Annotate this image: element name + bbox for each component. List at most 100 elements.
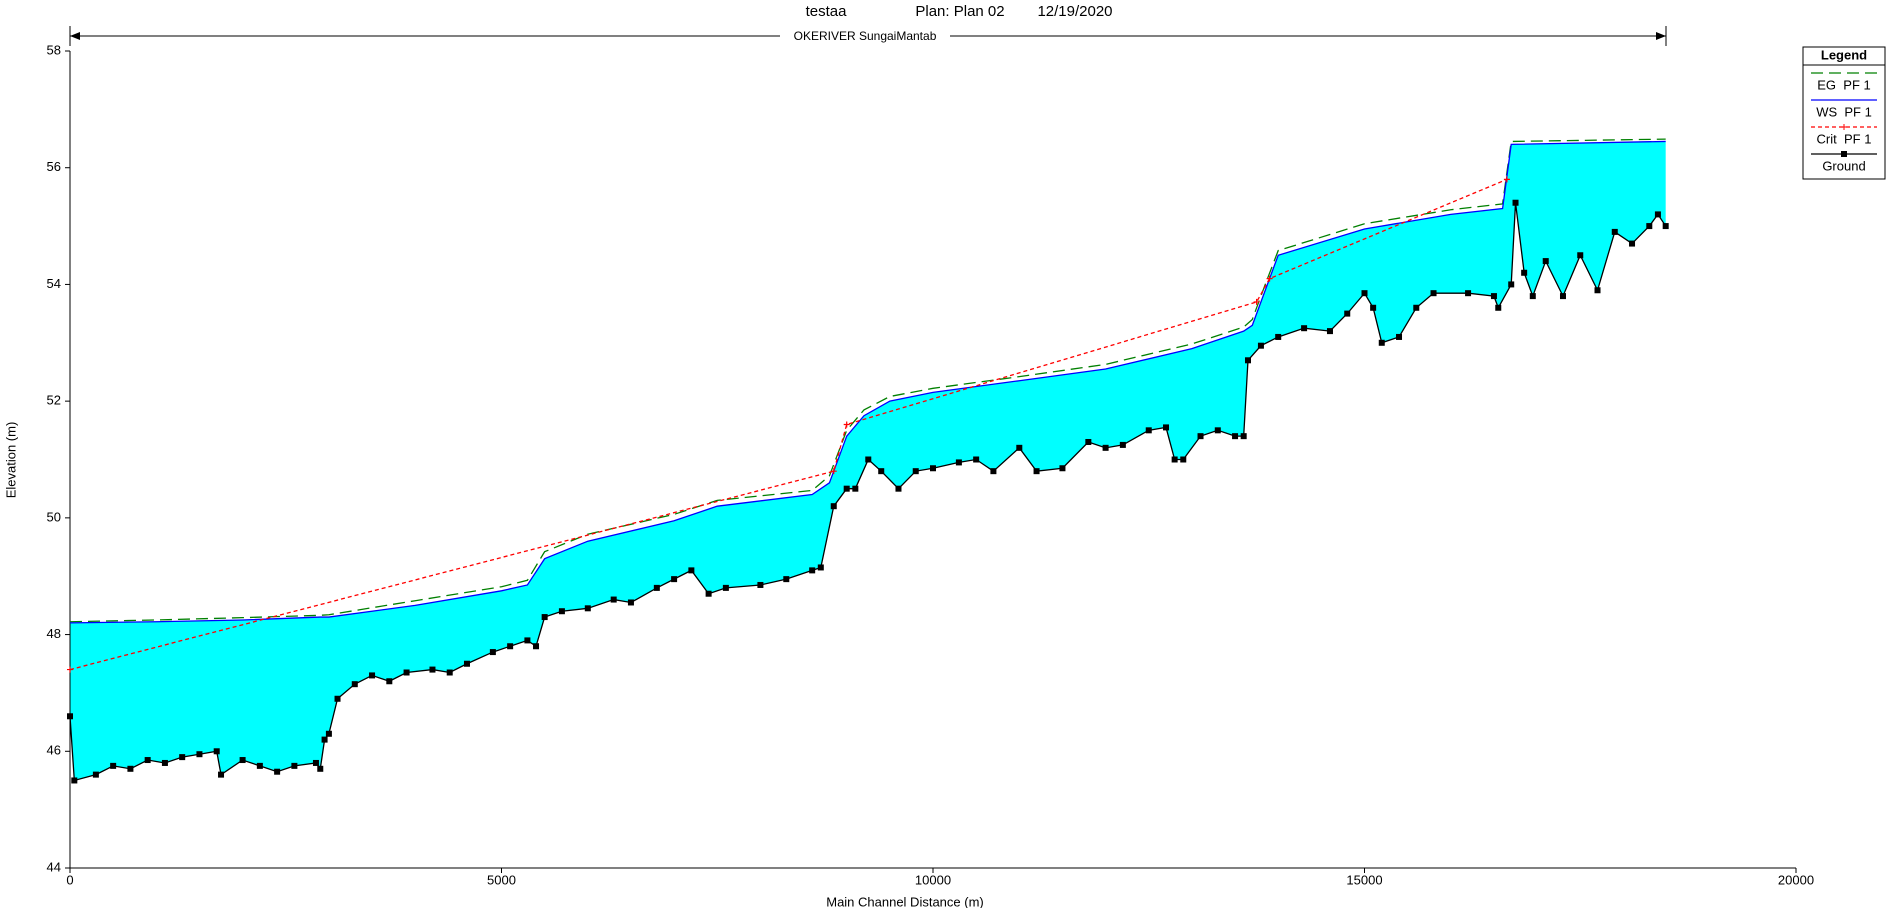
ground-marker [1059, 465, 1066, 472]
ground-marker [312, 759, 319, 766]
legend-title: Legend [1821, 47, 1867, 62]
ground-marker [144, 757, 151, 764]
ground-marker [1240, 433, 1247, 440]
ground-marker [239, 757, 246, 764]
ground-marker [809, 567, 816, 574]
ground-marker [558, 608, 565, 615]
plot-area: 44 46 48 50 52 54 56 58 0 5000 10000 15000 20000 [47, 42, 1815, 887]
ground-marker [67, 713, 73, 720]
crit-marker [830, 468, 837, 475]
series-line [69, 140, 1666, 624]
ground-marker [317, 765, 324, 772]
ground-marker [930, 465, 936, 472]
ground-marker [1145, 427, 1152, 434]
ground-marker [878, 468, 885, 475]
ground-marker [843, 485, 850, 492]
ground-marker [351, 681, 358, 688]
river-label: OKERIVER SungaiMantab [794, 29, 937, 43]
ground-marker [446, 669, 453, 676]
ground-marker [71, 777, 78, 784]
x-tick-label: 0 [66, 872, 73, 887]
ground-marker [321, 736, 328, 743]
ground-marker [783, 576, 790, 583]
ground-marker [256, 762, 263, 769]
ground-marker [912, 468, 919, 475]
ground-marker [1180, 456, 1187, 463]
y-tick-label: 50 [47, 509, 61, 524]
ground-marker [110, 762, 117, 769]
legend-label: WS PF 1 [1816, 104, 1872, 119]
y-tick-label: 58 [47, 42, 61, 57]
ground-marker [1119, 441, 1126, 448]
ground-marker [274, 768, 281, 775]
ground-marker [1275, 333, 1282, 340]
ground-marker [524, 637, 531, 644]
ground-marker [1521, 269, 1528, 276]
crit-marker [1503, 176, 1510, 183]
ground-marker [489, 649, 496, 656]
ground-marker [1662, 223, 1669, 230]
ground-marker [610, 596, 617, 603]
ground-marker [817, 564, 824, 571]
x-tick-label: 15000 [1346, 872, 1382, 887]
ground-marker [1490, 293, 1497, 300]
ground-marker [1257, 342, 1264, 349]
ground-marker [688, 567, 695, 574]
ground-marker [179, 754, 186, 761]
ground-marker [705, 590, 712, 597]
crit-marker [843, 421, 850, 428]
ground-marker [1033, 468, 1040, 475]
ground-marker [1413, 304, 1420, 311]
ground-marker [1301, 325, 1308, 332]
ground-marker [1646, 223, 1653, 230]
ground-marker [541, 614, 548, 621]
ground-marker [1102, 444, 1109, 451]
ground-marker [1512, 199, 1519, 206]
ground-marker [1214, 427, 1221, 434]
ground-marker [1495, 304, 1502, 311]
legend-marker [1841, 151, 1847, 157]
legend: Legend EG PF 1 WS PF 1 Crit PF 1 Ground [1802, 46, 1886, 180]
ground-marker [584, 605, 591, 612]
ground-marker [463, 660, 470, 667]
ground-marker [830, 503, 837, 510]
ground-marker [213, 748, 220, 755]
ground-marker [507, 643, 514, 650]
y-tick-label: 44 [47, 859, 61, 874]
ground-marker [1559, 293, 1566, 300]
plan-label: Plan: Plan 02 [915, 3, 1004, 20]
ground-marker [1465, 290, 1472, 297]
ground-marker [1529, 293, 1536, 300]
y-tick-label: 46 [47, 743, 61, 758]
y-axis-label: Elevation (m) [3, 422, 18, 499]
ground-marker [1611, 228, 1618, 235]
legend-label: Crit PF 1 [1817, 131, 1872, 146]
date-label: 12/19/2020 [1037, 3, 1112, 20]
ground-marker [627, 599, 634, 606]
ground-marker [1232, 433, 1239, 440]
ground-marker [291, 762, 298, 769]
ground-marker [161, 759, 168, 766]
y-tick-label: 48 [47, 626, 61, 641]
x-tick-label: 5000 [487, 872, 516, 887]
ground-marker [1085, 438, 1092, 445]
ground-marker [1244, 357, 1251, 364]
ground-marker [1430, 290, 1437, 297]
ground-marker [403, 669, 410, 676]
ground-marker [757, 581, 764, 588]
ground-marker [1370, 304, 1377, 311]
ground-marker [973, 456, 980, 463]
legend-label: EG PF 1 [1817, 77, 1870, 92]
ground-marker [1171, 456, 1178, 463]
ground-marker [218, 771, 225, 778]
series-line [69, 178, 1508, 671]
x-tick-label: 10000 [915, 872, 951, 887]
crit-marker [67, 666, 73, 673]
ground-marker [1577, 252, 1584, 259]
ground-marker [865, 456, 872, 463]
crit-marker [1253, 298, 1260, 305]
ground-marker [1378, 339, 1385, 346]
river-label-bg [780, 28, 950, 44]
ground-marker [671, 576, 678, 583]
